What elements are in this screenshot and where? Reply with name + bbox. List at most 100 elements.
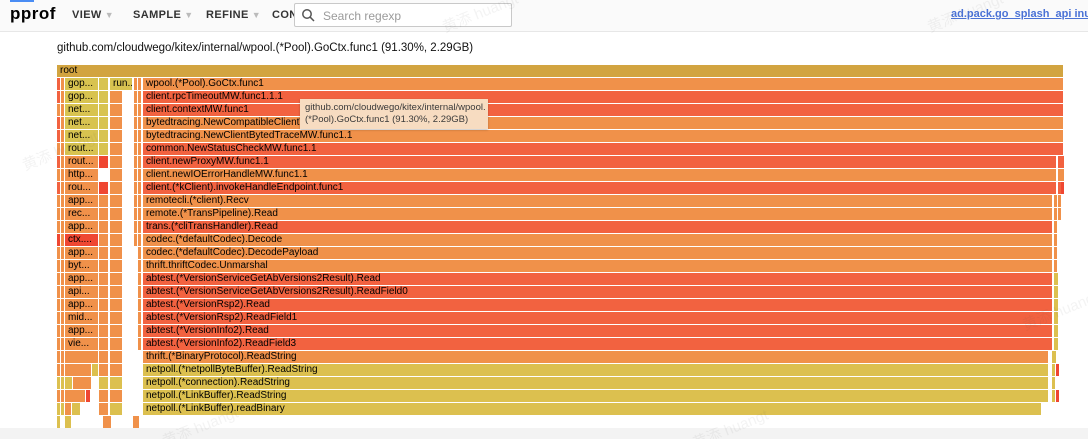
frame-fragment[interactable] (1054, 273, 1058, 285)
frame-fragment[interactable] (99, 117, 108, 129)
frame[interactable]: remotecli.(*client).Recv (143, 195, 1052, 207)
frame-fragment[interactable] (57, 351, 60, 363)
frame-fragment[interactable] (110, 325, 122, 337)
frame-fragment[interactable] (138, 78, 141, 90)
frame[interactable]: mid... (65, 312, 98, 324)
frame-fragment[interactable] (99, 286, 108, 298)
frame-fragment[interactable] (61, 390, 64, 402)
frame-fragment[interactable] (99, 273, 108, 285)
frame-fragment[interactable] (57, 364, 60, 376)
frame-fragment[interactable] (61, 247, 64, 259)
frame-fragment[interactable] (103, 416, 111, 428)
frame-fragment[interactable] (1052, 364, 1055, 376)
frame[interactable]: thrift.thriftCodec.Unmarshal (143, 260, 1052, 272)
frame[interactable]: netpoll.(*LinkBuffer).ReadString (143, 390, 1048, 402)
frame[interactable]: api... (65, 286, 98, 298)
frame-fragment[interactable] (65, 403, 71, 415)
frame-fragment[interactable] (138, 156, 141, 168)
frame-fragment[interactable] (134, 234, 137, 246)
frame[interactable]: rout... (65, 156, 98, 168)
frame-fragment[interactable] (57, 299, 60, 311)
frame-fragment[interactable] (134, 78, 137, 90)
frame-fragment[interactable] (99, 338, 108, 350)
frame-fragment[interactable] (57, 325, 60, 337)
frame[interactable]: client.newProxyMW.func1.1 (143, 156, 1056, 168)
frame-fragment[interactable] (1054, 312, 1058, 324)
frame[interactable]: bytedtracing.NewCompatibleClientT (143, 117, 1063, 129)
frame-fragment[interactable] (61, 208, 64, 220)
frame-fragment[interactable] (61, 91, 64, 103)
frame-fragment[interactable] (99, 377, 108, 389)
frame-fragment[interactable] (110, 195, 122, 207)
frame-fragment[interactable] (57, 390, 60, 402)
frame-fragment[interactable] (57, 130, 60, 142)
frame-fragment[interactable] (134, 169, 137, 181)
frame[interactable]: abtest.(*VersionServiceGetAbVersions2Res… (143, 286, 1052, 298)
frame-fragment[interactable] (1058, 182, 1061, 194)
frame-fragment[interactable] (138, 273, 141, 285)
frame-fragment[interactable] (99, 156, 108, 168)
frame[interactable]: rou... (65, 182, 98, 194)
frame-fragment[interactable] (57, 312, 60, 324)
frame-fragment[interactable] (57, 104, 60, 116)
frame-fragment[interactable] (57, 221, 60, 233)
frame-fragment[interactable] (1052, 377, 1055, 389)
frame-fragment[interactable] (61, 234, 64, 246)
frame[interactable]: app... (65, 195, 98, 207)
profile-file-link[interactable]: ad.pack.go_splash_api inuse_sp (951, 8, 1088, 20)
frame-fragment[interactable] (57, 156, 60, 168)
frame-fragment[interactable] (134, 182, 137, 194)
frame[interactable]: client.newIOErrorHandleMW.func1.1 (143, 169, 1056, 181)
frame-fragment[interactable] (99, 104, 108, 116)
frame-fragment[interactable] (110, 130, 122, 142)
frame-fragment[interactable] (138, 221, 141, 233)
frame[interactable]: abtest.(*VersionInfo2).ReadField3 (143, 338, 1052, 350)
frame-fragment[interactable] (61, 169, 64, 181)
frame[interactable]: trans.(*cliTransHandler).Read (143, 221, 1052, 233)
frame-fragment[interactable] (110, 208, 122, 220)
frame[interactable]: root (57, 65, 1063, 77)
frame-fragment[interactable] (110, 377, 122, 389)
frame[interactable]: rout... (65, 143, 98, 155)
frame-fragment[interactable] (57, 338, 60, 350)
frame-fragment[interactable] (86, 390, 90, 402)
frame-fragment[interactable] (1061, 169, 1064, 181)
frame-fragment[interactable] (138, 91, 141, 103)
frame-fragment[interactable] (99, 351, 108, 363)
frame-fragment[interactable] (61, 221, 64, 233)
frame-fragment[interactable] (138, 260, 141, 272)
frame-fragment[interactable] (110, 351, 122, 363)
frame-fragment[interactable] (1054, 338, 1058, 350)
frame[interactable]: app... (65, 247, 98, 259)
frame-fragment[interactable] (1054, 195, 1057, 207)
frame-fragment[interactable] (138, 169, 141, 181)
frame-fragment[interactable] (1054, 234, 1057, 246)
frame-fragment[interactable] (61, 377, 64, 389)
frame-fragment[interactable] (110, 117, 122, 129)
frame[interactable]: codec.(*defaultCodec).Decode (143, 234, 1052, 246)
frame-fragment[interactable] (72, 403, 80, 415)
frame-fragment[interactable] (138, 312, 141, 324)
frame-fragment[interactable] (134, 104, 137, 116)
frame-fragment[interactable] (57, 169, 60, 181)
frame-fragment[interactable] (138, 117, 141, 129)
frame-fragment[interactable] (134, 221, 137, 233)
menu-sample[interactable]: SAMPLE ▼ (133, 9, 194, 21)
frame[interactable]: gop... (65, 91, 98, 103)
frame-fragment[interactable] (134, 117, 137, 129)
frame-fragment[interactable] (110, 390, 122, 402)
frame[interactable]: thrift.(*BinaryProtocol).ReadString (143, 351, 1048, 363)
frame[interactable]: client.rpcTimeoutMW.func1.1.1 (143, 91, 1063, 103)
frame-fragment[interactable] (99, 143, 108, 155)
frame-fragment[interactable] (61, 130, 64, 142)
frame-fragment[interactable] (99, 260, 108, 272)
frame-fragment[interactable] (1056, 364, 1059, 376)
frame[interactable]: abtest.(*VersionServiceGetAbVersions2Res… (143, 273, 1052, 285)
frame[interactable]: app... (65, 299, 98, 311)
frame-fragment[interactable] (138, 234, 141, 246)
frame-fragment[interactable] (61, 403, 64, 415)
frame[interactable]: remote.(*TransPipeline).Read (143, 208, 1052, 220)
frame[interactable]: net... (65, 104, 98, 116)
frame-fragment[interactable] (57, 208, 60, 220)
frame-fragment[interactable] (1061, 156, 1064, 168)
